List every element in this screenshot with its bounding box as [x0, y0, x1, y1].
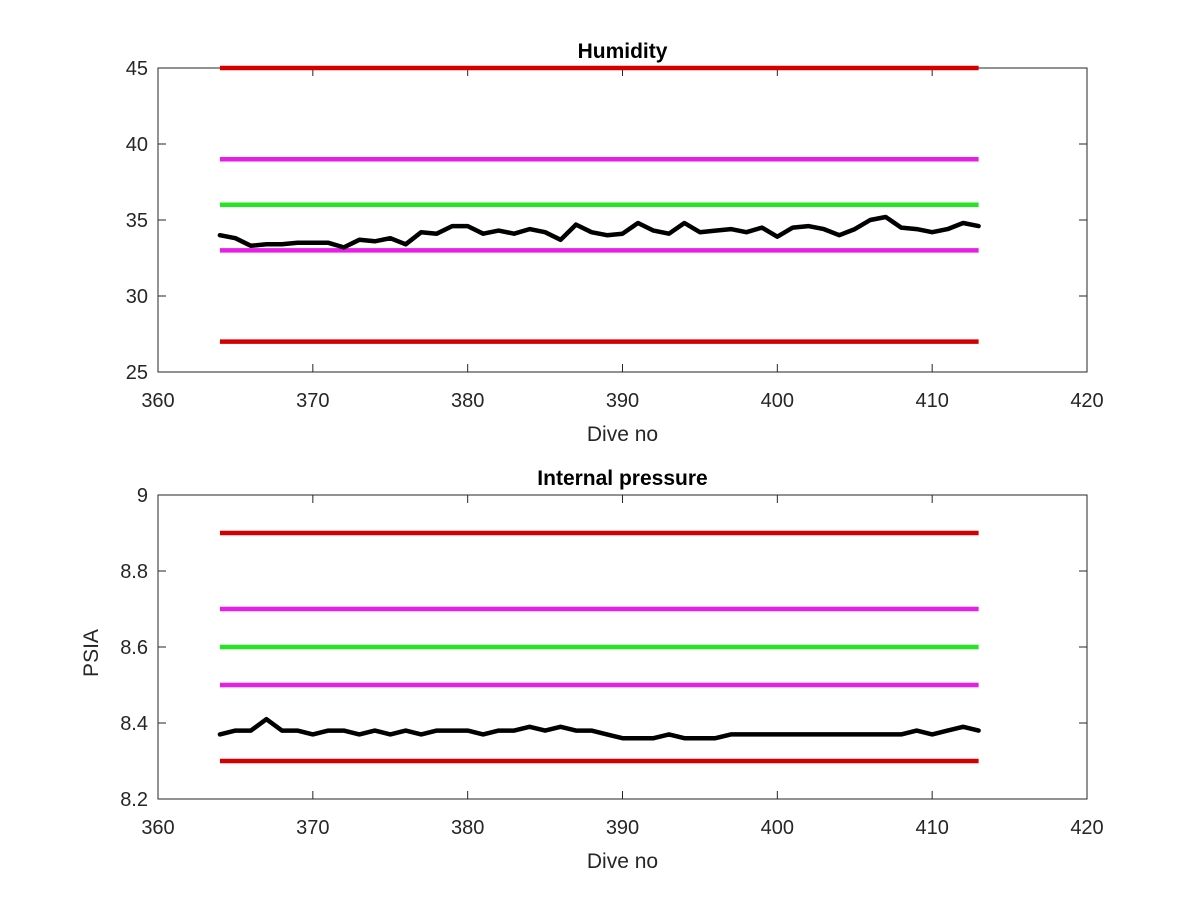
y-tick-label: 45 [126, 58, 148, 80]
x-tick-label: 380 [451, 817, 484, 839]
y-tick-label: 40 [126, 134, 148, 156]
chart-title: Internal pressure [537, 467, 707, 490]
x-tick-label: 410 [915, 817, 948, 839]
x-axis-label: Dive no [587, 423, 658, 446]
x-tick-label: 370 [296, 817, 329, 839]
data-series-line [217, 214, 981, 250]
y-tick-label: 25 [126, 362, 148, 384]
chart-title: Humidity [578, 40, 668, 63]
y-tick-label: 30 [126, 286, 148, 308]
y-tick-label: 8.2 [120, 789, 148, 811]
x-tick-label: 420 [1070, 817, 1103, 839]
humidity-chart-panel: 360 370 380 390 400 410 420 25 30 35 40 45 Humidity D… [126, 40, 1104, 446]
y-tick-label: 9 [137, 485, 148, 507]
plot-frame [157, 67, 1088, 373]
y-tick-label: 8.8 [120, 561, 148, 583]
x-tick-label: 360 [141, 390, 174, 412]
x-tick-label: 370 [296, 390, 329, 412]
x-tick-label: 400 [761, 390, 794, 412]
internal-pressure-chart-panel: 360 370 380 390 400 410 420 8.2 8.4 8.6 8.8 9 Intern… [80, 467, 1104, 873]
x-tick-label: 420 [1070, 390, 1103, 412]
x-tick-label: 380 [451, 390, 484, 412]
y-axis-label: PSIA [80, 629, 103, 677]
y-tick-label: 35 [126, 210, 148, 232]
data-series-line [217, 716, 981, 741]
y-tick-label: 8.4 [120, 713, 148, 735]
x-tick-label: 390 [606, 817, 639, 839]
x-axis-label: Dive no [587, 850, 658, 873]
y-tick-label: 8.6 [120, 637, 148, 659]
x-tick-label: 410 [915, 390, 948, 412]
x-tick-label: 390 [606, 390, 639, 412]
x-tick-label: 360 [141, 817, 174, 839]
x-tick-label: 400 [761, 817, 794, 839]
